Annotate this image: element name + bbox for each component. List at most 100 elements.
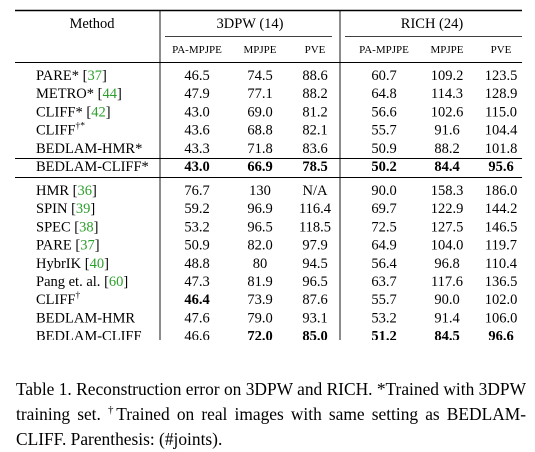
table-cell: 81.9	[247, 274, 272, 290]
table-cell: 96.8	[434, 256, 459, 272]
table-cell: 47.6	[184, 310, 209, 326]
citation-number[interactable]: 38	[79, 219, 94, 235]
table-cell: 84.5	[434, 329, 459, 340]
table-cell: 101.8	[485, 141, 518, 157]
method-superscript: †	[76, 291, 81, 301]
citation-number[interactable]: 44	[102, 86, 117, 102]
citation-link[interactable]: [38]	[71, 219, 99, 235]
table-cell: 82.0	[247, 238, 272, 254]
table-cell: 95.6	[488, 159, 513, 175]
table-cell: 76.7	[184, 183, 209, 199]
citation-link[interactable]: [44]	[94, 86, 122, 102]
caption-dagger: †	[107, 404, 117, 417]
table-cell: 63.7	[371, 274, 396, 290]
method-label: METRO*	[36, 86, 94, 102]
method-label: PARE*	[36, 68, 79, 84]
method-name: HMR [36]	[36, 183, 97, 199]
header-col: MPJPE	[243, 44, 276, 56]
table-cell: 87.6	[302, 292, 327, 308]
citation-number[interactable]: 40	[90, 256, 105, 272]
table-cell: 123.5	[485, 68, 518, 84]
citation-link[interactable]: [42]	[83, 104, 111, 120]
table-cell: 43.0	[184, 159, 209, 175]
table-cell: 64.9	[371, 238, 396, 254]
table-cell: 128.9	[485, 86, 518, 102]
method-label: BEDLAM-HMR	[36, 310, 135, 326]
table-cell: 146.5	[485, 219, 518, 235]
table-cell: 81.2	[302, 104, 327, 120]
method-name: BEDLAM-HMR	[36, 310, 135, 326]
table-cell: 91.6	[434, 123, 459, 139]
table-cell: 55.7	[371, 123, 396, 139]
citation-link[interactable]: [36]	[69, 183, 97, 199]
table-cell: 88.2	[434, 141, 459, 157]
citation-link[interactable]: [37]	[72, 238, 100, 254]
table-cell: 50.9	[371, 141, 396, 157]
table-cell: 110.4	[485, 256, 518, 272]
method-label: PARE	[36, 238, 72, 254]
method-name: CLIFF* [42]	[36, 104, 111, 120]
citation-number[interactable]: 39	[76, 201, 91, 217]
table-cell: 74.5	[247, 68, 272, 84]
table-cell: 119.7	[485, 238, 517, 254]
results-table: Method 3DPW (14) PA-MPJPE MPJPE PVE RICH (24)…	[15, 9, 522, 340]
table-cell: 109.2	[431, 68, 464, 84]
method-name: BEDLAM-CLIFF	[36, 329, 142, 340]
table-cell: 43.6	[184, 123, 209, 139]
method-name: METRO* [44]	[36, 86, 122, 102]
method-name: BEDLAM-CLIFF*	[36, 159, 149, 175]
citation-link[interactable]: [37]	[79, 68, 107, 84]
table-cell: 79.0	[247, 310, 272, 326]
header-method: Method	[69, 16, 115, 32]
header-col: PVE	[305, 44, 326, 56]
citation-number[interactable]: 36	[78, 183, 93, 199]
table-cell: 94.5	[302, 256, 327, 272]
method-label: BEDLAM-HMR*	[36, 141, 142, 157]
table-cell: 136.5	[485, 274, 518, 290]
header-col: MPJPE	[430, 44, 463, 56]
header-col: PA-MPJPE	[172, 44, 222, 56]
citation-link[interactable]: [60]	[100, 274, 128, 290]
method-name: PARE* [37]	[36, 68, 107, 84]
table-cell: 93.1	[302, 310, 327, 326]
citation-link[interactable]: [40]	[81, 256, 109, 272]
table-caption: Table 1. Reconstruction error on 3DPW an…	[16, 377, 526, 452]
method-label: HMR	[36, 183, 69, 199]
method-label: Pang et. al.	[36, 274, 100, 290]
method-name: Pang et. al. [60]	[36, 274, 128, 290]
table-cell: 127.5	[431, 219, 464, 235]
table-cell: 48.8	[184, 256, 209, 272]
citation-number[interactable]: 37	[80, 238, 95, 254]
table-cell: 90.0	[434, 292, 459, 308]
table-cell: 114.3	[431, 86, 463, 102]
table-cell: 84.4	[434, 159, 459, 175]
table-cell: 78.5	[302, 159, 327, 175]
table-cell: 102.6	[431, 104, 464, 120]
method-label: HybrIK	[36, 256, 82, 272]
table-cell: 77.1	[247, 86, 272, 102]
method-name: SPEC [38]	[36, 219, 98, 235]
method-superscript: †*	[76, 122, 86, 132]
citation-link[interactable]: [39]	[67, 201, 95, 217]
table-cell: 43.0	[184, 104, 209, 120]
table-cell: 116.4	[299, 201, 332, 217]
table-cell: 122.9	[431, 201, 464, 217]
table-cell: 104.4	[485, 123, 518, 139]
table-cell: 47.3	[184, 274, 209, 290]
table-cell: 96.5	[302, 274, 327, 290]
citation-number[interactable]: 42	[91, 104, 106, 120]
method-label: BEDLAM-CLIFF	[36, 329, 142, 340]
table-cell: 60.7	[371, 68, 396, 84]
citation-number[interactable]: 37	[87, 68, 102, 84]
method-label: CLIFF*	[36, 104, 83, 120]
table-cell: 97.9	[302, 238, 327, 254]
citation-number[interactable]: 60	[109, 274, 124, 290]
method-label: CLIFF	[36, 123, 76, 139]
table-cell: 90.0	[371, 183, 396, 199]
table-cell: 102.0	[485, 292, 518, 308]
table-cell: N/A	[303, 183, 329, 199]
table-cell: 53.2	[371, 310, 396, 326]
table-cell: 56.4	[371, 256, 397, 272]
method-name: SPIN [39]	[36, 201, 95, 217]
table-cell: 117.6	[431, 274, 463, 290]
